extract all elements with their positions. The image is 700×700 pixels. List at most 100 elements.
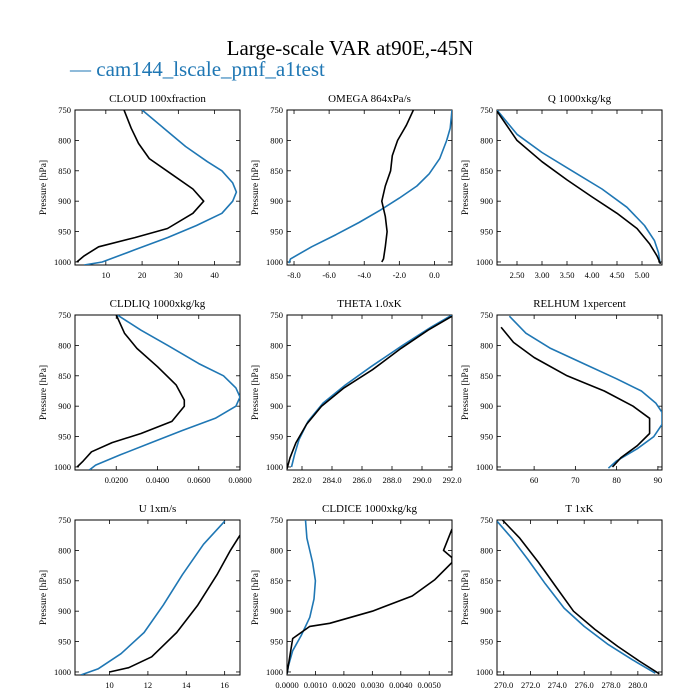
panel-1-control-line [76,110,205,263]
panel-9-ytick-label: 850 [480,576,493,586]
panel-9-xtick-label: 276.0 [575,680,594,690]
panel-4-title: CLDLIQ 1000xkg/kg [110,298,206,310]
panel-1-ytick-label: 850 [58,166,71,176]
panel-8-ylabel: Pressure [hPa] [251,570,261,625]
panel-8-ytick-label: 850 [270,576,283,586]
panel-1-ytick-label: 800 [58,135,71,145]
panel-7-xtick-label: 16 [220,680,229,690]
panel-4-ytick-label: 750 [58,310,71,320]
panel-5-frame [286,314,453,471]
panel-8-ytick-label: 1000 [266,667,283,677]
panel-4-xtick-label: 0.0200 [105,475,128,485]
panel-3-xtick-label: 5.00 [635,270,650,280]
panel-9-ylabel: Pressure [hPa] [461,570,471,625]
panel-8-ytick-label: 900 [270,606,283,616]
panel-6-control-line [500,326,651,468]
panel-3-title: Q 1000xkg/kg [548,93,612,105]
panel-5-model-line [290,315,452,468]
panel-4-ylabel: Pressure [hPa] [39,365,49,420]
panel-5-ytick-label: 1000 [266,462,283,472]
panel-6-ytick-label: 900 [480,401,493,411]
panel-7-ylabel: Pressure [hPa] [39,570,49,625]
panel-2-ytick-label: 750 [270,105,283,115]
panel-3-ytick-label: 750 [480,105,493,115]
panel-3-xtick-label: 3.00 [535,270,550,280]
panel-4-control-line [76,315,186,468]
panel-9-ytick-label: 950 [480,637,493,647]
panel-2-ytick-label: 850 [270,166,283,176]
panel-9-ytick-label: 1000 [476,667,493,677]
panel-2-control-line [381,110,415,263]
panel-9-xtick-label: 280.0 [628,680,647,690]
panel-8-xtick-label: 0.0050 [418,680,441,690]
panel-5-ytick-label: 750 [270,310,283,320]
panel-9-xtick-label: 272.0 [521,680,540,690]
panel-2-frame [286,109,453,266]
panel-6-model-line [508,315,662,469]
panel-6-ytick-label: 850 [480,371,493,381]
panel-9-ytick-label: 900 [480,606,493,616]
panel-3-xtick-label: 2.50 [510,270,525,280]
panel-5-ytick-label: 850 [270,371,283,381]
panel-1-title: CLOUD 100xfraction [109,93,206,105]
panel-8-xtick-label: 0.0010 [304,680,327,690]
panel-9-xtick-label: 278.0 [601,680,620,690]
panel-8-xtick-label: 0.0040 [389,680,412,690]
panel-6-ytick-label: 950 [480,432,493,442]
panel-3-control-line [497,110,662,265]
panel-6-xtick-label: 70 [571,475,580,485]
panel-1-frame [74,109,241,266]
panel-6-ytick-label: 750 [480,310,493,320]
panel-6-ylabel: Pressure [hPa] [461,365,471,420]
panel-1-ytick-label: 1000 [54,257,71,267]
panel-8-xtick-label: 0.0020 [332,680,355,690]
panel-3-frame [496,109,663,266]
panel-4-ytick-label: 850 [58,371,71,381]
panel-2-title: OMEGA 864xPa/s [328,93,411,105]
panel-2-xtick-label: -8.0 [287,270,300,280]
panel-3-xtick-label: 3.50 [560,270,575,280]
panel-7-ytick-label: 800 [58,545,71,555]
panel-7-xtick-label: 10 [105,680,114,690]
panel-6-xtick-label: 60 [530,475,539,485]
panel-7-model-line [80,520,226,675]
panel-3-ytick-label: 800 [480,135,493,145]
panel-9-ytick-label: 800 [480,545,493,555]
chart-title: Large-scale VAR at90E,-45N [226,36,474,60]
panel-8-xtick-label: 0.0030 [361,680,384,690]
panel-5-ytick-label: 900 [270,401,283,411]
panel-4-ytick-label: 900 [58,401,71,411]
panel-4-model-line [88,315,240,470]
panel-3-model-line [497,110,661,264]
panel-2-model-line [288,110,452,264]
panel-5-ylabel: Pressure [hPa] [251,365,261,420]
panel-3-xtick-label: 4.00 [585,270,600,280]
panel-5-ytick-label: 800 [270,340,283,350]
panel-6-frame [496,314,663,471]
panel-1-xtick-label: 10 [102,270,111,280]
panel-5-control-line [287,315,452,470]
panel-7-xtick-label: 12 [144,680,153,690]
panel-2-xtick-label: 0.0 [429,270,440,280]
panel-8-ytick-label: 800 [270,545,283,555]
panel-1-ytick-label: 900 [58,196,71,206]
panel-7-ytick-label: 750 [58,515,71,525]
panel-2-ytick-label: 800 [270,135,283,145]
panel-9-ytick-label: 750 [480,515,493,525]
panel-2-xtick-label: -2.0 [393,270,406,280]
panel-8-xtick-label: 0.0000 [275,680,298,690]
panel-3-ytick-label: 850 [480,166,493,176]
panel-7-frame [74,519,241,676]
panel-4-ytick-label: 950 [58,432,71,442]
panel-6-ytick-label: 800 [480,340,493,350]
panel-9-control-line [501,520,660,675]
panel-2-xtick-label: -6.0 [322,270,335,280]
panel-2-ylabel: Pressure [hPa] [251,160,261,215]
panel-8-control-line [287,528,452,674]
panel-1-xtick-label: 30 [174,270,183,280]
panel-6-xtick-label: 80 [612,475,621,485]
panel-1-ytick-label: 950 [58,227,71,237]
panel-4-xtick-label: 0.0400 [146,475,169,485]
panel-8-title: CLDICE 1000xkg/kg [322,503,418,515]
